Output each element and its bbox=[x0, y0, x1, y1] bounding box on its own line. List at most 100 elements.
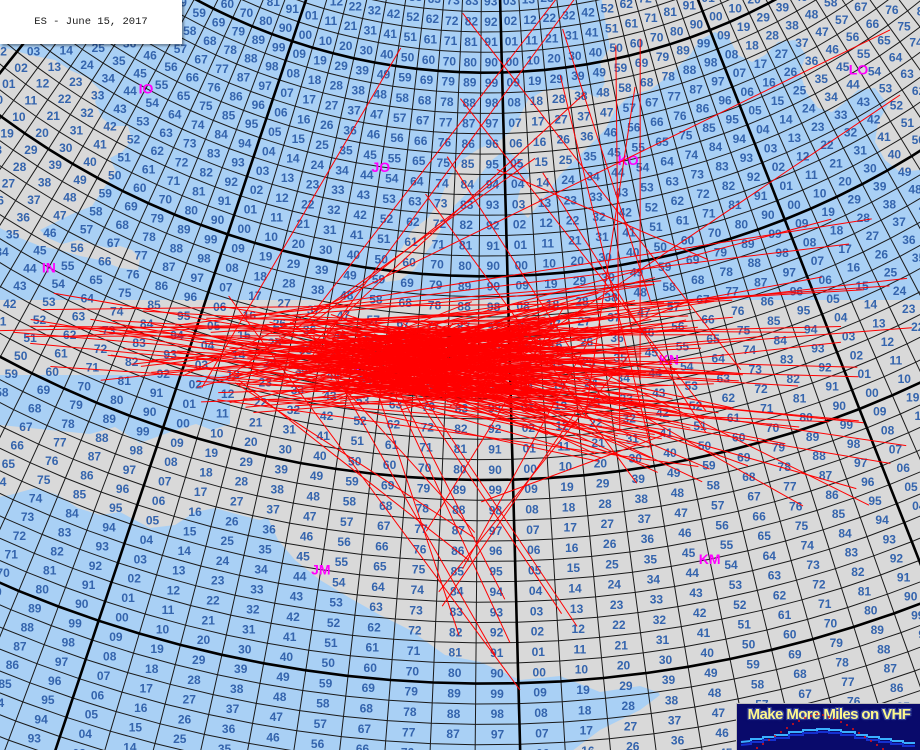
svg-text:97: 97 bbox=[485, 117, 499, 131]
svg-text:87: 87 bbox=[884, 662, 898, 676]
svg-text:47: 47 bbox=[303, 509, 317, 523]
svg-text:01: 01 bbox=[505, 35, 519, 49]
svg-text:81: 81 bbox=[664, 5, 678, 19]
svg-text:25: 25 bbox=[605, 558, 619, 572]
svg-text:74: 74 bbox=[685, 148, 699, 162]
svg-text:89: 89 bbox=[676, 44, 690, 58]
svg-text:81: 81 bbox=[118, 374, 132, 388]
svg-text:96: 96 bbox=[718, 94, 732, 108]
svg-text:60: 60 bbox=[133, 181, 147, 195]
svg-text:04: 04 bbox=[140, 533, 154, 547]
svg-text:76: 76 bbox=[401, 746, 415, 750]
svg-text:46: 46 bbox=[266, 730, 280, 744]
svg-text:59: 59 bbox=[319, 676, 333, 690]
svg-text:90: 90 bbox=[75, 597, 89, 611]
svg-text:72: 72 bbox=[812, 577, 826, 591]
svg-text:38: 38 bbox=[785, 18, 799, 32]
svg-text:94: 94 bbox=[875, 513, 889, 527]
svg-text:92: 92 bbox=[490, 626, 504, 640]
svg-text:97: 97 bbox=[123, 463, 137, 477]
svg-text:77: 77 bbox=[215, 62, 229, 76]
svg-text:49: 49 bbox=[898, 165, 912, 179]
svg-text:81: 81 bbox=[464, 35, 478, 49]
svg-text:87: 87 bbox=[162, 260, 176, 274]
svg-text:19: 19 bbox=[528, 74, 542, 88]
svg-text:27: 27 bbox=[624, 719, 638, 733]
svg-text:33: 33 bbox=[250, 582, 264, 596]
svg-text:JO: JO bbox=[371, 159, 390, 175]
svg-text:88: 88 bbox=[748, 256, 762, 270]
svg-text:15: 15 bbox=[567, 561, 581, 575]
svg-text:04: 04 bbox=[756, 123, 770, 137]
svg-text:21: 21 bbox=[344, 19, 358, 33]
svg-text:09: 09 bbox=[109, 630, 123, 644]
svg-text:80: 80 bbox=[464, 55, 478, 69]
svg-text:06: 06 bbox=[741, 85, 755, 99]
svg-text:67: 67 bbox=[377, 519, 391, 533]
svg-text:97: 97 bbox=[783, 265, 797, 279]
svg-text:21: 21 bbox=[545, 31, 559, 45]
svg-text:92: 92 bbox=[484, 15, 498, 29]
svg-text:03: 03 bbox=[27, 45, 41, 59]
svg-text:24: 24 bbox=[608, 578, 622, 592]
svg-text:04: 04 bbox=[529, 584, 543, 598]
svg-text:80: 80 bbox=[110, 393, 124, 407]
svg-text:12: 12 bbox=[275, 191, 289, 205]
svg-text:10: 10 bbox=[265, 230, 279, 244]
svg-text:89: 89 bbox=[463, 76, 477, 90]
svg-text:27: 27 bbox=[2, 177, 16, 191]
svg-text:76: 76 bbox=[885, 3, 899, 17]
svg-text:95: 95 bbox=[489, 565, 503, 579]
svg-text:20: 20 bbox=[292, 237, 306, 251]
svg-text:69: 69 bbox=[124, 199, 138, 213]
svg-text:82: 82 bbox=[449, 625, 463, 639]
svg-text:70: 70 bbox=[418, 461, 432, 475]
svg-text:34: 34 bbox=[824, 90, 838, 104]
svg-text:43: 43 bbox=[689, 586, 703, 600]
svg-text:28: 28 bbox=[598, 497, 612, 511]
svg-text:59: 59 bbox=[398, 71, 412, 85]
svg-text:29: 29 bbox=[596, 477, 610, 491]
svg-text:09: 09 bbox=[533, 686, 547, 700]
svg-text:52: 52 bbox=[733, 598, 747, 612]
svg-text:40: 40 bbox=[589, 45, 603, 59]
svg-text:49: 49 bbox=[795, 0, 809, 4]
svg-text:62: 62 bbox=[426, 12, 440, 26]
svg-text:45: 45 bbox=[719, 746, 733, 750]
svg-text:32: 32 bbox=[80, 106, 94, 120]
svg-text:74: 74 bbox=[411, 583, 425, 597]
svg-text:45: 45 bbox=[33, 244, 47, 258]
svg-text:88: 88 bbox=[877, 642, 891, 656]
svg-text:33: 33 bbox=[91, 89, 105, 103]
svg-text:35: 35 bbox=[583, 150, 597, 164]
svg-text:82: 82 bbox=[851, 565, 865, 579]
svg-text:34: 34 bbox=[647, 573, 661, 587]
svg-text:28: 28 bbox=[552, 92, 566, 106]
svg-text:10: 10 bbox=[210, 426, 224, 440]
svg-text:08: 08 bbox=[525, 503, 539, 517]
svg-text:65: 65 bbox=[412, 154, 426, 168]
svg-text:00: 00 bbox=[176, 416, 190, 430]
svg-text:18: 18 bbox=[199, 466, 213, 480]
svg-text:73: 73 bbox=[102, 323, 116, 337]
svg-text:18: 18 bbox=[308, 73, 322, 87]
svg-text:61: 61 bbox=[142, 163, 156, 177]
svg-text:80: 80 bbox=[259, 14, 273, 28]
svg-text:37: 37 bbox=[27, 193, 41, 207]
svg-text:66: 66 bbox=[375, 539, 389, 553]
svg-text:06: 06 bbox=[819, 273, 833, 287]
svg-text:87: 87 bbox=[237, 71, 251, 85]
svg-text:86: 86 bbox=[6, 658, 20, 672]
svg-text:03: 03 bbox=[842, 330, 856, 344]
svg-text:63: 63 bbox=[408, 195, 422, 209]
svg-text:71: 71 bbox=[5, 548, 19, 562]
svg-text:94: 94 bbox=[238, 136, 252, 150]
svg-text:81: 81 bbox=[267, 0, 281, 9]
svg-text:70: 70 bbox=[159, 193, 173, 207]
svg-text:18: 18 bbox=[745, 38, 759, 52]
svg-text:26: 26 bbox=[626, 740, 640, 750]
svg-text:47: 47 bbox=[712, 706, 726, 720]
svg-text:44: 44 bbox=[123, 84, 137, 98]
svg-text:62: 62 bbox=[406, 215, 420, 229]
svg-text:19: 19 bbox=[737, 20, 751, 34]
